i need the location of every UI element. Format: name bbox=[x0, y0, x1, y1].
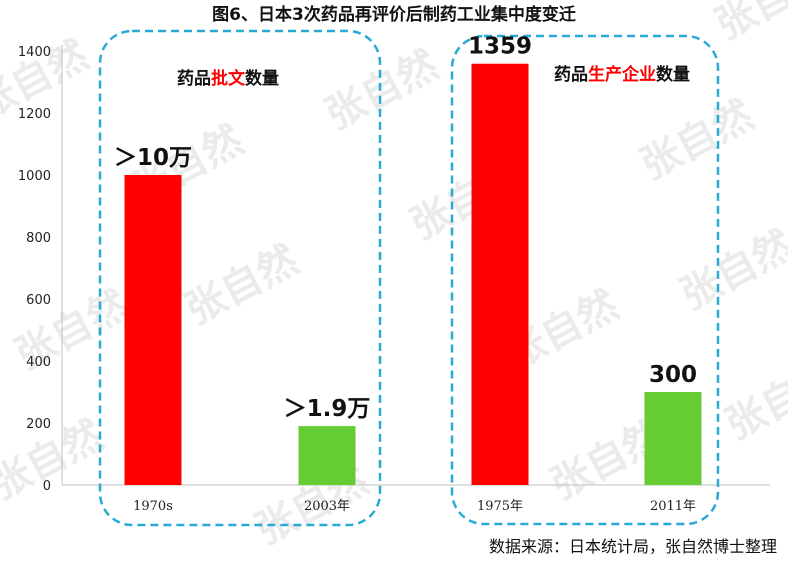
group-title-part: 数量 bbox=[245, 68, 279, 89]
data-label: 300 bbox=[649, 362, 697, 388]
bar bbox=[124, 175, 182, 485]
watermark-text: 张自然 bbox=[178, 237, 306, 334]
y-tick-label: 400 bbox=[26, 355, 51, 370]
data-label: ＞10万 bbox=[114, 145, 192, 171]
group-title-part: 药品 bbox=[554, 64, 588, 85]
watermark-text: 张自然 bbox=[633, 92, 761, 189]
source-note: 数据来源：日本统计局，张自然博士整理 bbox=[489, 537, 777, 556]
category-label: 1970s bbox=[133, 499, 173, 514]
watermark-text: 张自然 bbox=[718, 352, 788, 449]
watermark-text: 张自然 bbox=[0, 412, 111, 509]
watermark-text: 张自然 bbox=[318, 42, 446, 139]
y-tick-label: 1400 bbox=[18, 45, 51, 60]
y-tick-label: 600 bbox=[26, 293, 51, 308]
bar bbox=[298, 426, 356, 485]
data-label: 1359 bbox=[468, 34, 532, 60]
y-tick-label: 200 bbox=[26, 417, 51, 432]
group-title: 药品批文数量 bbox=[177, 68, 279, 89]
group-box bbox=[450, 34, 720, 526]
group-title-part: 药品 bbox=[177, 68, 211, 89]
bar bbox=[471, 63, 529, 486]
watermark-text: 张自然 bbox=[708, 0, 788, 49]
y-tick-label: 0 bbox=[43, 479, 51, 494]
watermark-text: 张自然 bbox=[673, 222, 788, 319]
category-label: 2003年 bbox=[304, 499, 350, 514]
group-title-part: 生产企业 bbox=[588, 64, 656, 85]
group-box bbox=[98, 29, 382, 527]
chart-title: 图6、日本3次药品再评价后制药工业集中度变迁 bbox=[212, 4, 576, 25]
data-label: ＞1.9万 bbox=[284, 396, 371, 422]
y-tick-label: 1000 bbox=[18, 169, 51, 184]
y-tick-label: 1200 bbox=[18, 107, 51, 122]
category-label: 1975年 bbox=[477, 499, 523, 514]
group-title: 药品生产企业数量 bbox=[554, 64, 690, 85]
y-tick-label: 800 bbox=[26, 231, 51, 246]
category-label: 2011年 bbox=[650, 499, 696, 514]
bar bbox=[644, 392, 702, 485]
bars: ＞10万 1970s ＞1.9万 2003年 1359 1975年 300 2011年 bbox=[114, 34, 702, 514]
group-title-part: 数量 bbox=[656, 64, 690, 85]
group-title-part: 批文 bbox=[211, 68, 246, 89]
group-boxes: 药品批文数量 药品生产企业数量 bbox=[98, 29, 720, 527]
